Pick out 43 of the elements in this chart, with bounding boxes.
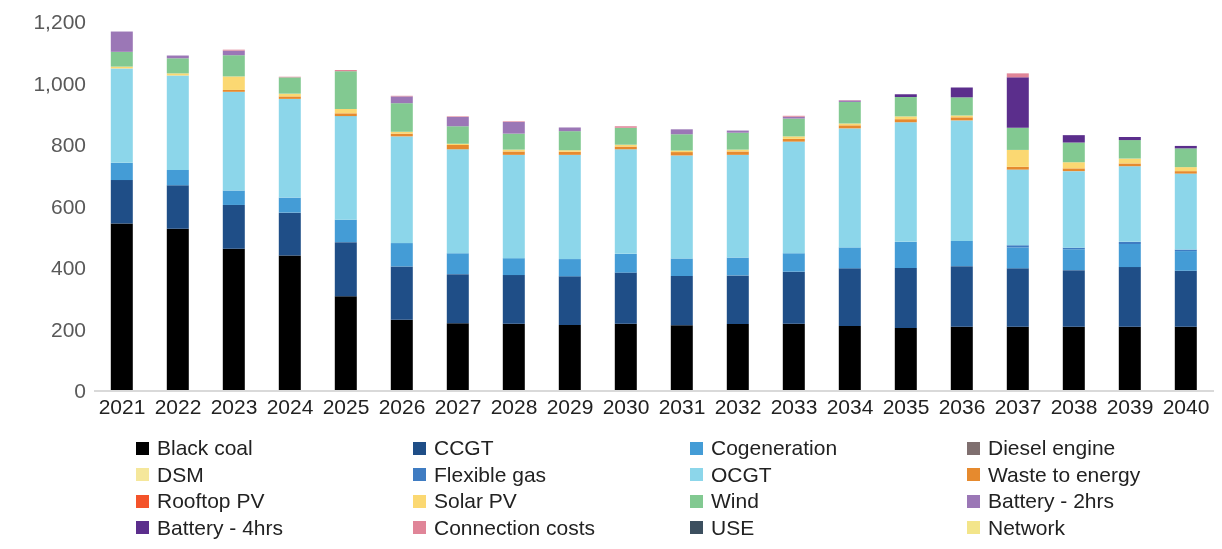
x-tick-label: 2030 xyxy=(602,394,650,418)
x-tick-label: 2031 xyxy=(658,394,706,418)
legend-label: Flexible gas xyxy=(434,462,547,487)
x-tick-label: 2023 xyxy=(210,394,258,418)
x-tick-label: 2022 xyxy=(154,394,202,418)
x-tick-label: 2039 xyxy=(1106,394,1154,418)
x-tick-label: 2028 xyxy=(490,394,538,418)
legend-label: Cogeneration xyxy=(711,436,838,461)
legend-label: Battery - 4hrs xyxy=(157,515,284,540)
legend-label: Diesel engine xyxy=(988,436,1116,461)
legend-label: Solar PV xyxy=(434,489,517,514)
legend-label: Waste to energy xyxy=(988,462,1141,487)
x-tick-label: 2036 xyxy=(938,394,986,418)
y-tick-label: 400 xyxy=(50,256,86,280)
x-tick-label: 2035 xyxy=(882,394,930,418)
x-tick-label: 2024 xyxy=(266,394,314,418)
legend-label: Black coal xyxy=(157,436,253,461)
x-tick-label: 2021 xyxy=(98,394,146,418)
legend-label: Network xyxy=(988,515,1066,540)
legend-label: Battery - 2hrs xyxy=(988,489,1115,514)
x-tick-label: 2037 xyxy=(994,394,1042,418)
legend-label: USE xyxy=(711,515,755,540)
y-tick-label: 800 xyxy=(50,133,86,157)
x-tick-label: 2026 xyxy=(378,394,426,418)
y-tick-label: 1,000 xyxy=(33,71,86,95)
x-tick-label: 2034 xyxy=(826,394,874,418)
y-tick-label: 200 xyxy=(50,317,86,341)
y-tick-label: 0 xyxy=(74,379,86,403)
y-tick-label: 600 xyxy=(50,194,86,218)
x-tick-label: 2025 xyxy=(322,394,370,418)
x-tick-label: 2033 xyxy=(770,394,818,418)
legend-label: Connection costs xyxy=(434,515,596,540)
x-tick-label: 2029 xyxy=(546,394,594,418)
legend-label: DSM xyxy=(157,462,204,487)
x-tick-label: 2032 xyxy=(714,394,762,418)
x-tick-label: 2027 xyxy=(434,394,482,418)
legend-label: Wind xyxy=(711,489,759,514)
legend-label: CCGT xyxy=(434,436,494,461)
legend-label: OCGT xyxy=(711,462,772,487)
x-tick-label: 2038 xyxy=(1050,394,1098,418)
x-tick-label: 2040 xyxy=(1162,394,1210,418)
legend-label: Rooftop PV xyxy=(157,489,265,514)
y-tick-label: 1,200 xyxy=(33,10,86,34)
